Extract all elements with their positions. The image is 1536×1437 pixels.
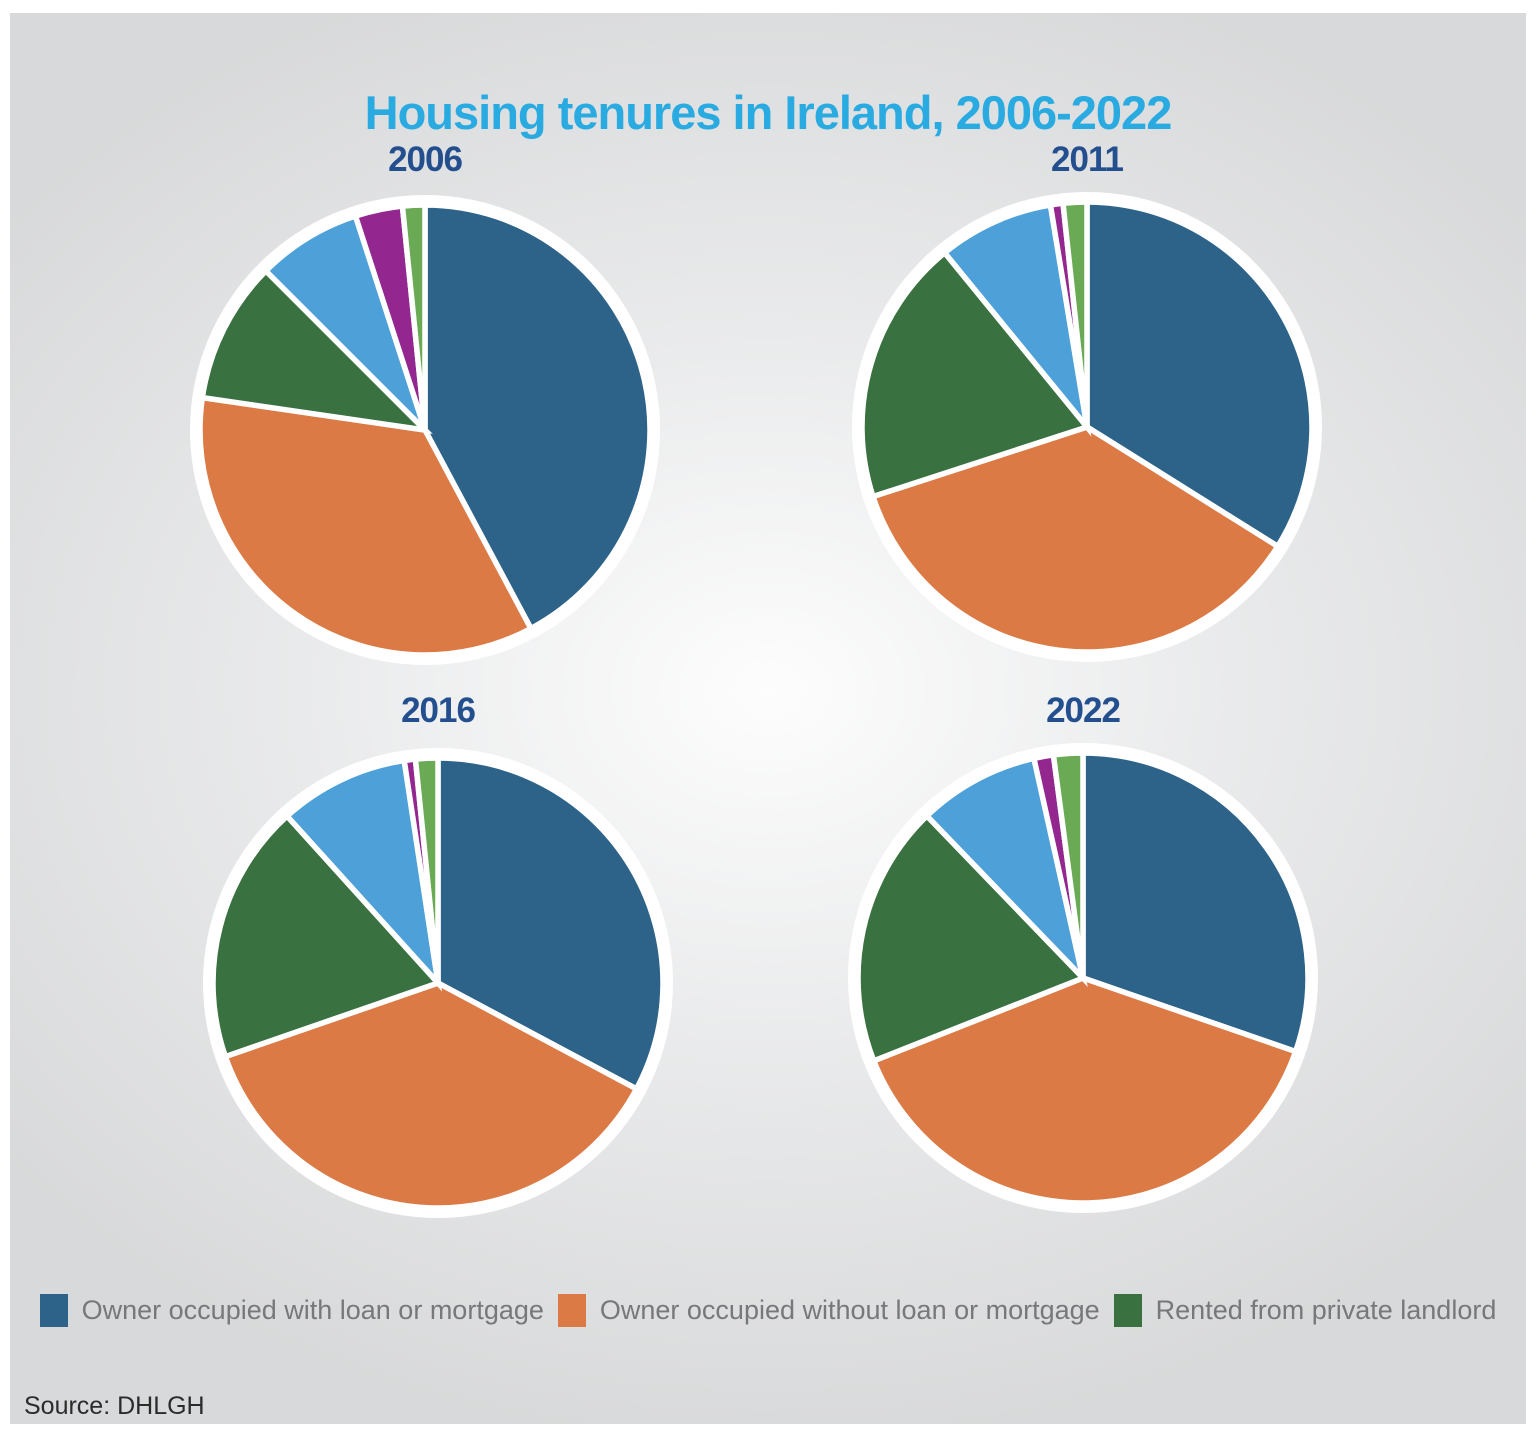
pie-2006-slice-0 — [422, 202, 653, 633]
pie-2022-slice-5 — [1050, 750, 1086, 979]
pie-2011-slice-2 — [859, 248, 1092, 500]
legend-label: Owner occupied with loan or mortgage — [81, 1295, 544, 1325]
page-title: Housing tenures in Ireland, 2006-2022 — [364, 86, 1173, 140]
pie-2016-slice-3 — [283, 757, 443, 992]
pie-2016-slice-2 — [210, 812, 443, 1061]
legend-item-owner-without-mortgage: Owner occupied without loan or mortgage — [557, 1294, 1100, 1327]
pie-2016-title: 2016 — [401, 691, 476, 730]
legend-swatch-green — [1113, 1294, 1142, 1327]
chart-panel — [10, 13, 1526, 1424]
pie-2016-slice-5 — [412, 755, 441, 984]
pie-2006-slice-1 — [197, 394, 535, 658]
pie-2011-slice-1 — [869, 423, 1282, 655]
pie-2006-slice-2 — [199, 267, 433, 434]
legend-item-private-rented: Rented from private landlord — [1113, 1294, 1497, 1327]
pie-2022-slice-1 — [870, 975, 1300, 1206]
pie-2011-slice-5 — [1059, 199, 1090, 428]
pie-chart-2016 — [203, 748, 673, 1218]
pie-chart-2022 — [848, 743, 1318, 1213]
pie-2022-slice-0 — [1080, 750, 1311, 1056]
legend-label: Rented from private landlord — [1155, 1295, 1497, 1325]
pie-2006-title: 2006 — [388, 140, 463, 179]
pie-2022-title: 2022 — [1046, 691, 1121, 730]
legend-item-owner-with-mortgage: Owner occupied with loan or mortgage — [39, 1294, 544, 1327]
legend: Owner occupied with loan or mortgage Own… — [0, 1294, 1536, 1327]
pie-2011-title: 2011 — [1051, 140, 1124, 179]
pie-chart-2006 — [190, 195, 660, 665]
legend-swatch-orange — [557, 1294, 586, 1327]
pie-2022-slice-2 — [855, 812, 1088, 1065]
legend-label: Owner occupied without loan or mortgage — [599, 1295, 1100, 1325]
pie-2016-slice-1 — [221, 980, 641, 1211]
source-text: Source: DHLGH — [24, 1392, 205, 1420]
legend-swatch-blue — [39, 1294, 68, 1327]
pie-2011-slice-3 — [940, 201, 1092, 437]
pie-2016-slice-0 — [435, 755, 666, 1093]
pie-chart-2011 — [852, 192, 1322, 662]
pie-2006-slice-5 — [399, 202, 428, 431]
